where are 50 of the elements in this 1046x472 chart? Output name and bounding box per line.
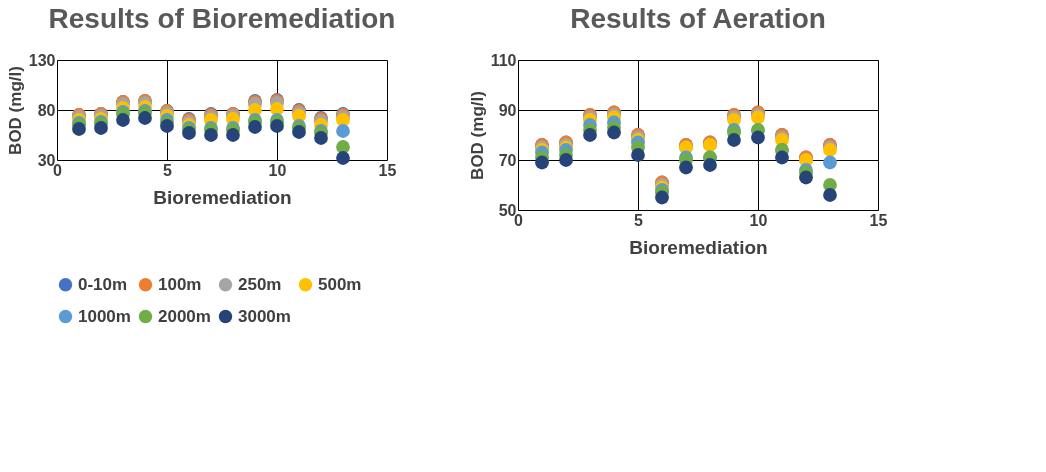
legend-label: 250m bbox=[238, 274, 282, 294]
point bbox=[292, 125, 306, 139]
point bbox=[336, 151, 350, 165]
point bbox=[72, 122, 86, 136]
x-axis-title: Bioremediation bbox=[153, 186, 292, 208]
point bbox=[226, 128, 240, 142]
x-tick-label: 10 bbox=[749, 211, 768, 229]
legend-label: 3000m bbox=[238, 306, 291, 326]
point bbox=[607, 125, 621, 140]
y-tick-label: 80 bbox=[37, 101, 56, 119]
x-tick-label: 5 bbox=[163, 161, 173, 179]
x-tick-label: 15 bbox=[869, 211, 888, 229]
point bbox=[751, 130, 765, 145]
point bbox=[94, 121, 108, 135]
point bbox=[270, 119, 284, 133]
y-tick-label: 70 bbox=[498, 151, 517, 169]
x-tick-label: 10 bbox=[268, 161, 287, 179]
point bbox=[559, 153, 573, 167]
legend-label: 500m bbox=[318, 274, 362, 294]
point bbox=[775, 150, 789, 165]
chart-title: Results of Aeration bbox=[570, 3, 826, 34]
x-tick-label: 15 bbox=[378, 161, 397, 179]
point bbox=[336, 124, 350, 138]
legend-label: 1000m bbox=[78, 306, 131, 326]
point bbox=[799, 170, 813, 185]
y-axis-title: BOD (mg/l) bbox=[467, 91, 487, 180]
y-tick-label: 90 bbox=[498, 101, 517, 119]
point bbox=[116, 113, 130, 127]
y-tick-label: 130 bbox=[28, 51, 56, 69]
point bbox=[823, 155, 837, 170]
y-axis-title: BOD (mg/l) bbox=[5, 66, 25, 155]
y-tick-label: 110 bbox=[490, 51, 517, 69]
point bbox=[535, 155, 549, 170]
chart-title: Results of Bioremediation bbox=[48, 3, 396, 34]
point bbox=[679, 160, 693, 175]
x-tick-label: 5 bbox=[634, 211, 644, 229]
legend-label: 100m bbox=[158, 274, 202, 294]
point bbox=[138, 111, 152, 125]
point bbox=[727, 133, 741, 147]
point bbox=[703, 158, 717, 172]
legend-label: 0-10m bbox=[78, 274, 128, 294]
point bbox=[631, 148, 645, 162]
point bbox=[204, 128, 218, 142]
point bbox=[655, 190, 669, 205]
point bbox=[823, 188, 837, 202]
x-axis-title: Bioremediation bbox=[629, 236, 768, 258]
legend-label: 2000m bbox=[158, 306, 211, 326]
point bbox=[583, 128, 597, 142]
point bbox=[248, 120, 262, 134]
point bbox=[314, 131, 328, 145]
